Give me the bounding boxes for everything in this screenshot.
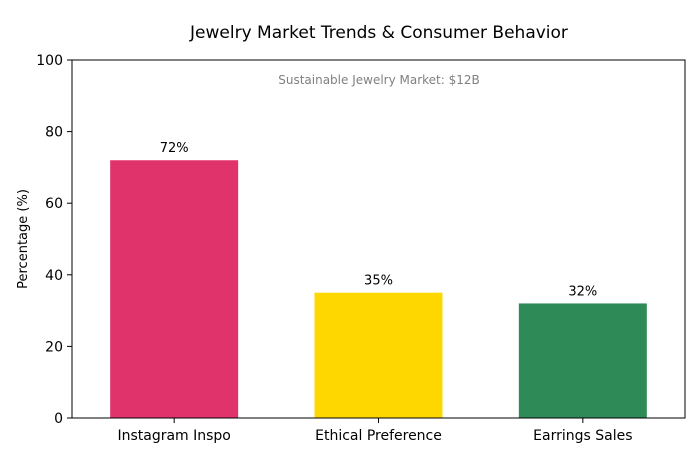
chart-title: Jewelry Market Trends & Consumer Behavio… <box>189 23 568 43</box>
y-tick-label: 40 <box>45 268 63 284</box>
y-tick-label: 80 <box>45 125 63 141</box>
x-tick-label: Instagram Inspo <box>117 428 230 444</box>
y-tick-label: 60 <box>45 196 63 212</box>
annotation: Sustainable Jewelry Market: $12B <box>278 73 480 87</box>
bar <box>110 160 239 419</box>
y-tick-label: 20 <box>45 339 63 355</box>
y-tick-label: 100 <box>36 53 63 69</box>
x-tick-label: Ethical Preference <box>315 428 442 444</box>
y-tick-label: 0 <box>54 411 63 427</box>
data-label: 32% <box>568 284 597 299</box>
bar <box>314 292 443 418</box>
x-tick-label: Earrings Sales <box>533 428 632 444</box>
data-label: 35% <box>364 274 393 289</box>
bar <box>518 303 647 418</box>
plot-frame <box>71 59 686 419</box>
y-axis-label: Percentage (%) <box>16 189 31 289</box>
data-label: 72% <box>160 141 189 156</box>
